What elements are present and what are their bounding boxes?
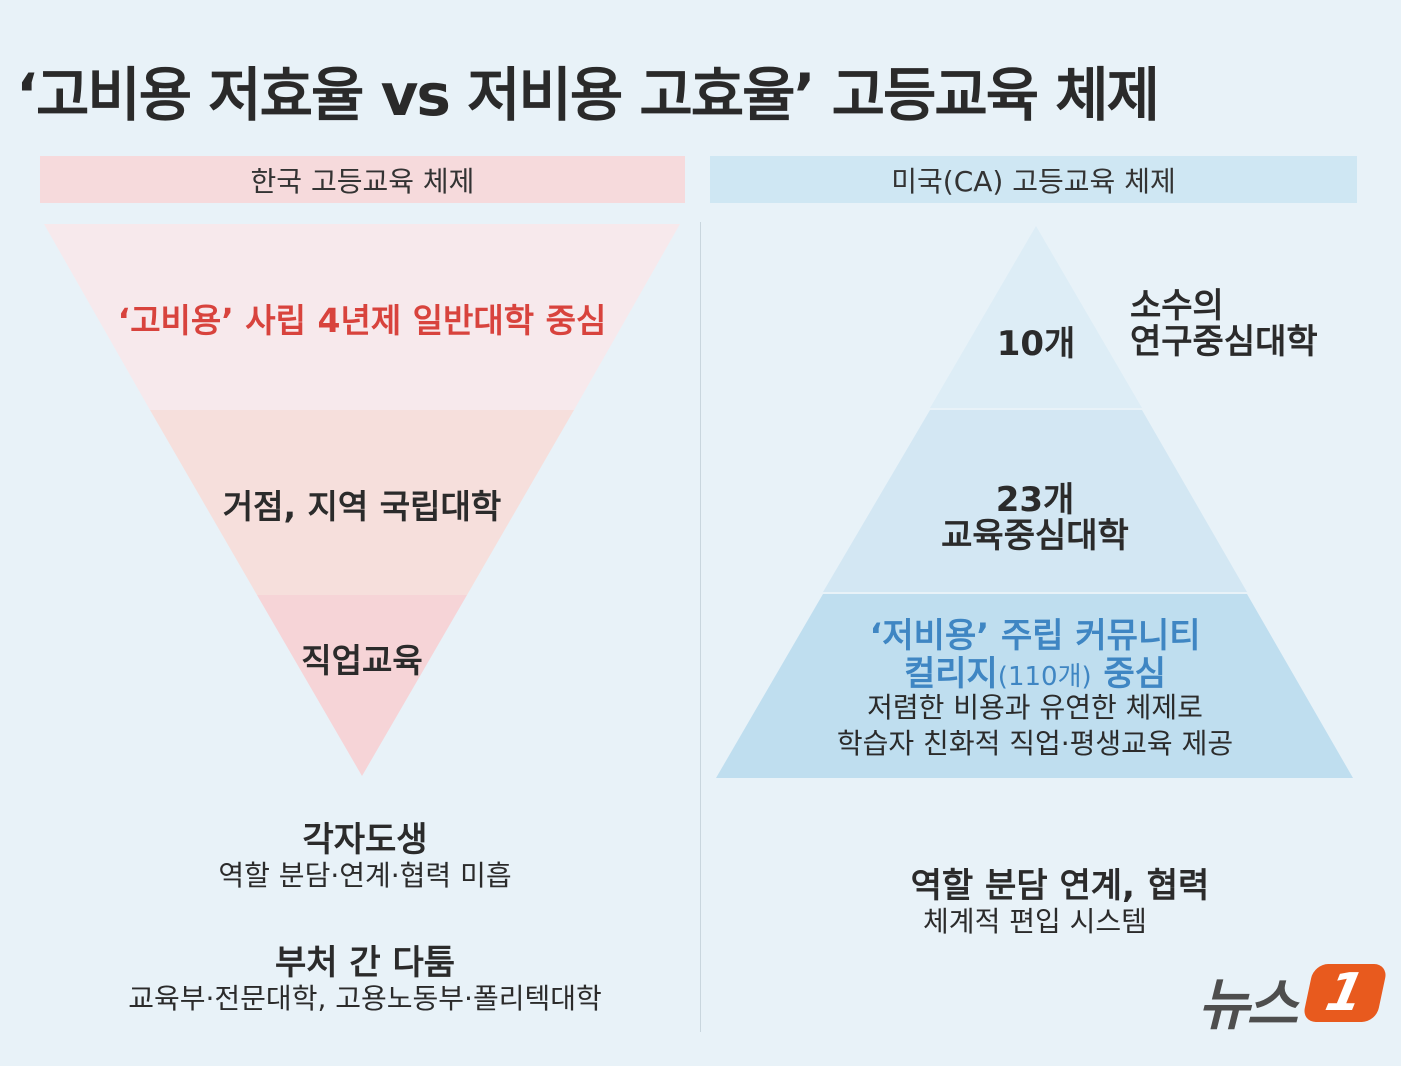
- korea-system-header: 한국 고등교육 체제: [40, 156, 685, 203]
- korea-note1-desc: 역할 분담·연계·협력 미흡: [218, 859, 512, 892]
- news1-logo: 뉴스 1: [1198, 958, 1389, 1038]
- us-tier1-label-line1: 소수의: [1130, 286, 1224, 326]
- us-tier-research-universities: [930, 226, 1142, 408]
- us-tier3-title-line1: ‘저비용’ 주립 커뮤니티: [869, 616, 1201, 656]
- us-tier3-college-count: (110개): [997, 662, 1092, 692]
- us-system-header: 미국(CA) 고등교육 체제: [710, 156, 1357, 203]
- us-tier1-count: 10개: [996, 324, 1076, 364]
- us-tier-community-colleges: [716, 594, 1353, 778]
- korea-tier-national-universities: [150, 410, 574, 595]
- us-tier2-label: 교육중심대학: [941, 516, 1129, 556]
- page-title: ‘고비용 저효율 vs 저비용 고효율’ 고등교육 체제: [16, 61, 1160, 129]
- us-tier3-desc2: 학습자 친화적 직업·평생교육 제공: [836, 727, 1234, 760]
- korea-tier-private-universities: [44, 224, 680, 410]
- us-tier3-college-label: 컬리지: [903, 654, 998, 694]
- logo-text: 뉴스: [1198, 973, 1298, 1038]
- us-note-title: 역할 분담 연계, 협력: [910, 866, 1210, 906]
- logo-badge: 1: [1301, 963, 1389, 1023]
- us-tier3-center-label: 중심: [1091, 654, 1167, 694]
- us-note-desc: 체계적 편입 시스템: [923, 905, 1147, 938]
- us-tier-teaching-universities: [823, 410, 1247, 592]
- korea-note2-desc: 교육부·전문대학, 고용노동부·폴리텍대학: [128, 982, 602, 1015]
- korea-tier3-label: 직업교육: [301, 641, 423, 680]
- column-divider: [700, 222, 701, 1032]
- korea-tier1-label: ‘고비용’ 사립 4년제 일반대학 중심: [117, 301, 607, 340]
- us-tier2-count: 23개: [995, 480, 1075, 520]
- korea-note1-title: 각자도생: [302, 820, 428, 860]
- us-tier1-label-line2: 연구중심대학: [1130, 322, 1318, 362]
- korea-tier2-label: 거점, 지역 국립대학: [222, 487, 502, 526]
- us-tier3-title-line2: 컬리지(110개) 중심: [780, 646, 1290, 695]
- korea-tier-vocational: [257, 595, 467, 776]
- korea-note2-title: 부처 간 다툼: [274, 943, 456, 983]
- us-tier3-desc1: 저렴한 비용과 유연한 체제로: [867, 691, 1203, 724]
